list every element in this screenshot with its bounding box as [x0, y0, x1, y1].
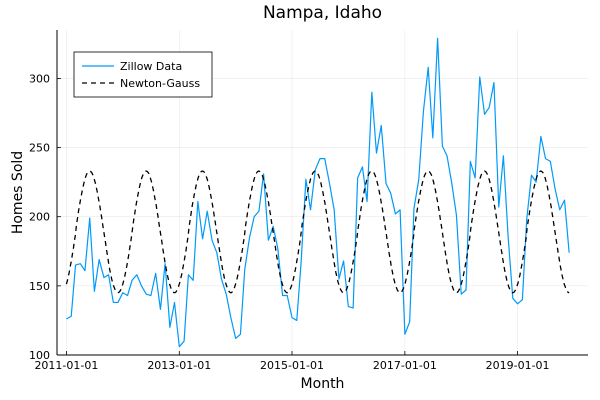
- y-tick-label: 200: [29, 211, 50, 224]
- y-tick-label: 300: [29, 72, 50, 85]
- y-tick-label: 150: [29, 280, 50, 293]
- legend-box: [73, 51, 213, 98]
- x-tick-label: 2019-01-01: [486, 359, 550, 372]
- legend: Zillow Data Newton-Gauss: [73, 51, 213, 98]
- x-tick-label: 2011-01-01: [34, 359, 98, 372]
- y-tick-label: 250: [29, 142, 50, 155]
- tick-labels: 100 150 200 250 300 2011-01-01 2013-01-01 2015-…: [29, 72, 550, 372]
- legend-label-zillow-data: Zillow Data: [120, 60, 182, 73]
- x-tick-label: 2017-01-01: [373, 359, 437, 372]
- y-axis-title: Homes Sold: [10, 151, 26, 234]
- series-line-zillow-data: [66, 37, 570, 348]
- x-axis-title: Month: [301, 376, 345, 392]
- legend-label-newton-gauss: Newton-Gauss: [120, 77, 200, 90]
- series-line-newton-gauss: [65, 170, 570, 294]
- x-tick-label: 2013-01-01: [147, 359, 211, 372]
- chart-title: Nampa, Idaho: [263, 3, 382, 23]
- x-tick-label: 2015-01-01: [260, 359, 324, 372]
- y-tick-label: 100: [29, 349, 50, 362]
- plot-area: [65, 37, 570, 348]
- axes: [56, 30, 588, 356]
